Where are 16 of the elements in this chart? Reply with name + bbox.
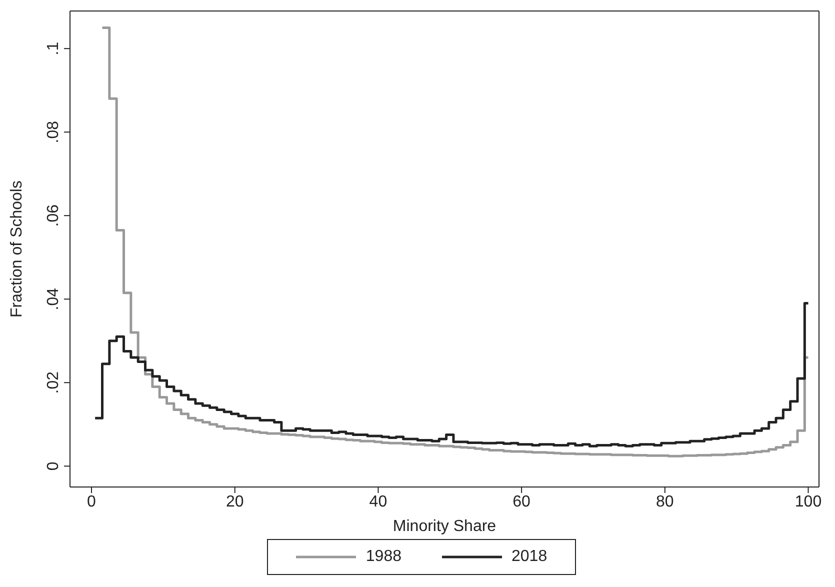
legend-label: 2018 [512,548,548,566]
y-tick-label: 0 [45,462,62,471]
x-axis-title: Minority Share [392,518,496,535]
y-tick-label: .1 [45,42,62,56]
x-tick-label: 0 [87,493,96,510]
y-tick-label: .08 [45,120,62,144]
x-tick-label: 100 [794,493,822,510]
legend-label: 1988 [366,548,402,566]
y-tick-label: .04 [45,288,62,310]
x-tick-label: 80 [656,493,674,510]
y-axis-title: Fraction of Schools [8,180,26,318]
y-tick-label: .02 [45,371,62,394]
x-tick-label: 60 [512,493,531,510]
x-tick-label: 20 [226,493,244,510]
x-tick-label: 40 [369,493,388,510]
y-tick-label: .06 [45,204,62,227]
